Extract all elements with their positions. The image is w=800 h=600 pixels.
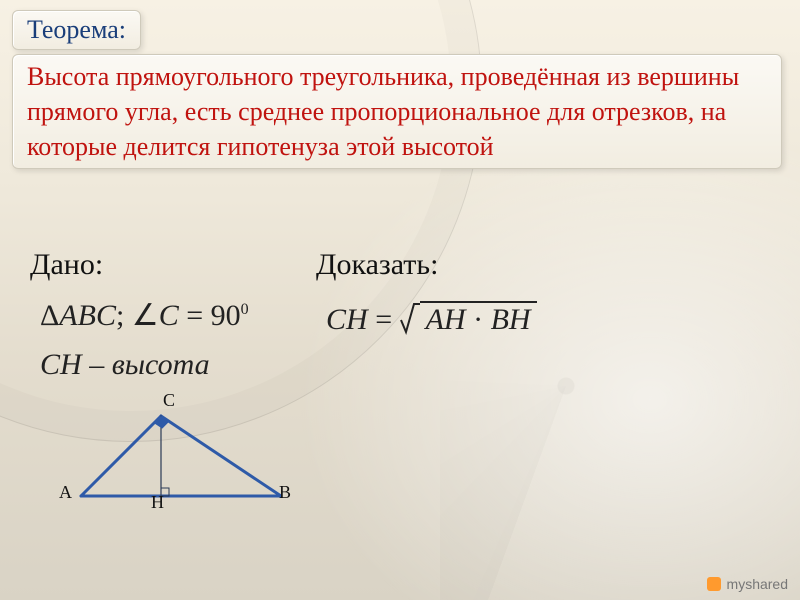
prove-heading: Доказать:: [316, 248, 438, 282]
vertex-label-c: C: [163, 390, 175, 411]
seg-ch: CH: [40, 348, 82, 381]
angle-sep: ; ∠: [116, 299, 159, 332]
vertex-label-a: A: [59, 482, 72, 503]
theorem-body-card: Высота прямоугольного треугольника, пров…: [12, 54, 782, 169]
triangle-name: ABC: [59, 299, 116, 332]
eq-sign: =: [368, 303, 400, 336]
deg-exp: 0: [241, 301, 249, 318]
triangle-figure: A B C H: [75, 410, 287, 515]
lhs: CH: [326, 303, 368, 336]
delta-sym: Δ: [40, 299, 59, 332]
radicand: AH · BH: [420, 301, 537, 339]
theorem-text: Высота прямоугольного треугольника, пров…: [27, 62, 739, 161]
rad-a: AH: [426, 303, 466, 336]
vertex-label-h: H: [151, 492, 164, 513]
prove-expr: CH = AH · BH: [326, 300, 537, 344]
sqrt-icon: [400, 300, 420, 344]
heart-icon: [707, 577, 721, 591]
theorem-label: Теорема:: [27, 15, 126, 44]
rad-b: BH: [491, 303, 531, 336]
theorem-label-card: Теорема:: [12, 10, 141, 50]
watermark-text: myshared: [727, 576, 788, 592]
triangle-svg: [75, 410, 287, 510]
given-expr-2: CH – высота: [40, 348, 210, 382]
given-expr-1: ΔABC; ∠C = 900: [40, 298, 249, 333]
altitude-word: высота: [112, 348, 210, 381]
given-heading: Дано:: [30, 248, 103, 282]
rad-dot: ·: [466, 303, 491, 336]
dash: –: [82, 348, 112, 381]
angle-vertex: C: [159, 299, 179, 332]
vertex-label-b: B: [279, 482, 291, 503]
eq-90: = 90: [179, 299, 241, 332]
watermark: myshared: [707, 576, 788, 592]
